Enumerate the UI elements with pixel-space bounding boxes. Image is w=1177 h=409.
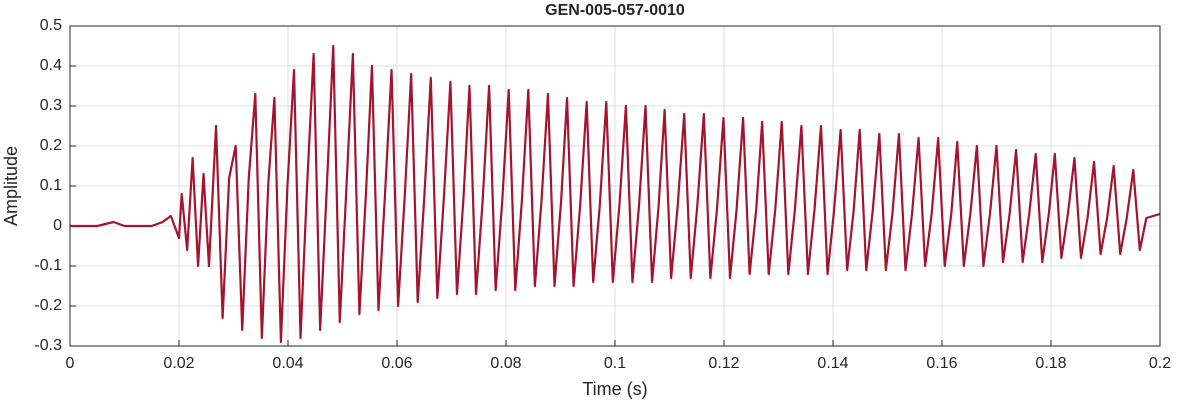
chart-title: GEN-005-057-0010	[545, 2, 685, 19]
x-tick-label: 0.08	[490, 355, 521, 372]
x-tick-label: 0.18	[1035, 355, 1066, 372]
x-tick-label: 0.2	[1149, 355, 1171, 372]
y-tick-label: 0.3	[40, 97, 62, 114]
waveform-line	[70, 44, 1161, 344]
y-tick-label: 0	[53, 217, 62, 234]
y-axis-label: Amplitude	[1, 146, 21, 226]
y-tick-label: 0.1	[40, 177, 62, 194]
x-tick-label: 0.16	[926, 355, 957, 372]
plot-frame	[69, 25, 1161, 347]
x-tick-label: 0.02	[163, 355, 194, 372]
y-tick-label: 0.4	[40, 57, 62, 74]
x-tick-label: 0.14	[817, 355, 848, 372]
x-tick-label: 0.1	[604, 355, 626, 372]
x-tick-label: 0.12	[708, 355, 739, 372]
y-tick-label: 0.5	[40, 17, 62, 34]
x-axis-label: Time (s)	[582, 379, 647, 399]
x-tick-label: 0.04	[272, 355, 303, 372]
y-tick-label: -0.1	[34, 257, 62, 274]
x-tick-label: 0	[66, 355, 75, 372]
x-tick-label: 0.06	[381, 355, 412, 372]
y-tick-label: -0.2	[34, 297, 62, 314]
y-tick-label: 0.2	[40, 137, 62, 154]
y-tick-label: -0.3	[34, 337, 62, 354]
